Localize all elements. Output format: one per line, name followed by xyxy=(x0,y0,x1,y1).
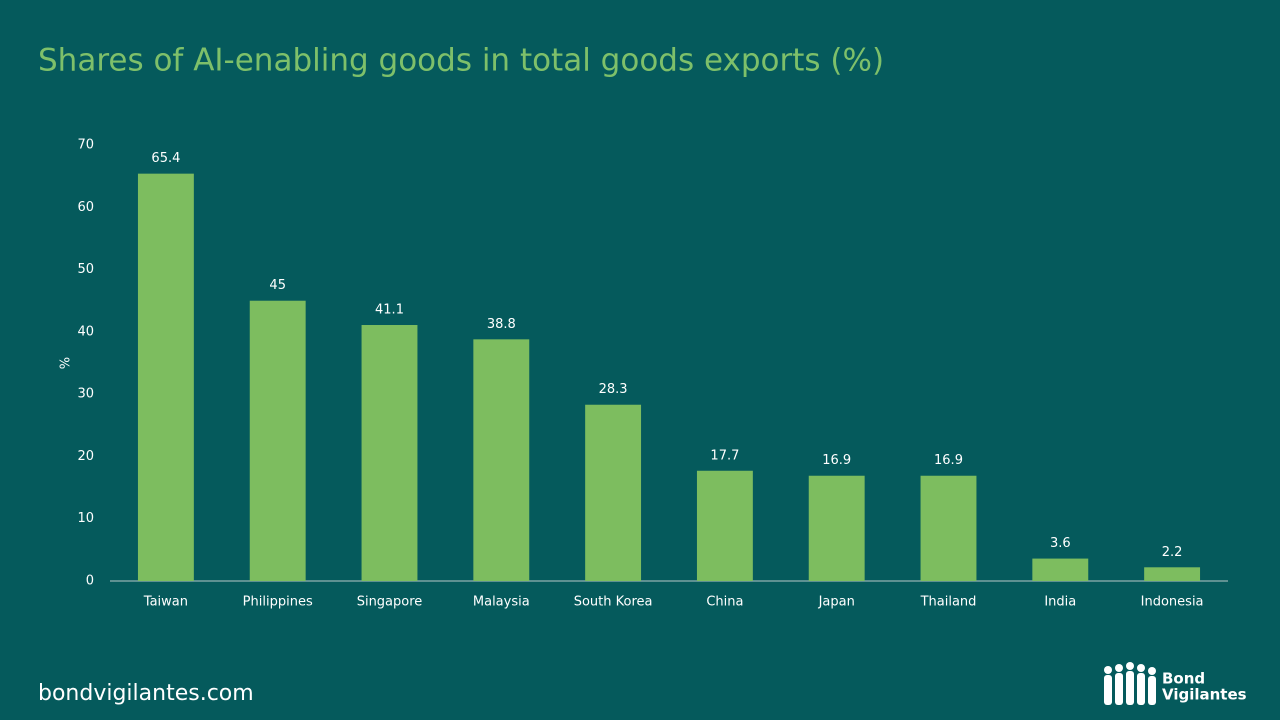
bar xyxy=(361,325,418,581)
bar xyxy=(1032,558,1089,581)
bar xyxy=(696,470,753,581)
x-tick-label: Singapore xyxy=(357,595,423,610)
y-tick-label: 70 xyxy=(77,138,94,153)
data-label: 17.7 xyxy=(710,448,739,463)
x-tick-label: Taiwan xyxy=(143,595,188,610)
y-tick-label: 10 xyxy=(77,511,94,526)
data-label: 41.1 xyxy=(375,303,404,318)
bar xyxy=(585,404,642,581)
y-tick-label: 20 xyxy=(77,449,94,464)
y-tick-label: 40 xyxy=(77,324,94,339)
data-label: 28.3 xyxy=(599,382,628,397)
bar xyxy=(1144,567,1201,581)
y-tick-label: 60 xyxy=(77,200,94,215)
bar xyxy=(249,300,306,581)
data-label: 45 xyxy=(269,278,286,293)
x-tick-label: Indonesia xyxy=(1141,595,1204,610)
bar xyxy=(473,339,530,581)
data-label: 2.2 xyxy=(1162,545,1183,560)
data-label: 16.9 xyxy=(934,453,963,468)
y-tick-label: 0 xyxy=(86,574,94,589)
data-label: 38.8 xyxy=(487,317,516,332)
y-tick-label: 30 xyxy=(77,387,94,402)
data-label: 3.6 xyxy=(1050,536,1071,551)
x-tick-label: China xyxy=(706,595,743,610)
x-tick-label: India xyxy=(1044,595,1076,610)
logo-figures xyxy=(1104,662,1156,705)
y-tick-label: 50 xyxy=(77,262,94,277)
x-tick-label: Japan xyxy=(818,595,855,610)
bar xyxy=(808,475,865,581)
data-label: 65.4 xyxy=(151,151,180,166)
footer-website: bondvigilantes.com xyxy=(38,681,254,706)
chart-title: Shares of AI-enabling goods in total goo… xyxy=(38,43,884,79)
y-axis-label: % xyxy=(59,357,74,369)
x-tick-label: Thailand xyxy=(920,595,977,610)
bar xyxy=(920,475,977,581)
bar xyxy=(137,173,194,581)
data-label: 16.9 xyxy=(822,453,851,468)
x-tick-label: Malaysia xyxy=(473,595,530,610)
logo-text: Vigilantes xyxy=(1162,686,1247,704)
x-tick-label: South Korea xyxy=(574,595,653,610)
x-tick-label: Philippines xyxy=(243,595,313,610)
logo-text: Bond xyxy=(1162,670,1205,688)
